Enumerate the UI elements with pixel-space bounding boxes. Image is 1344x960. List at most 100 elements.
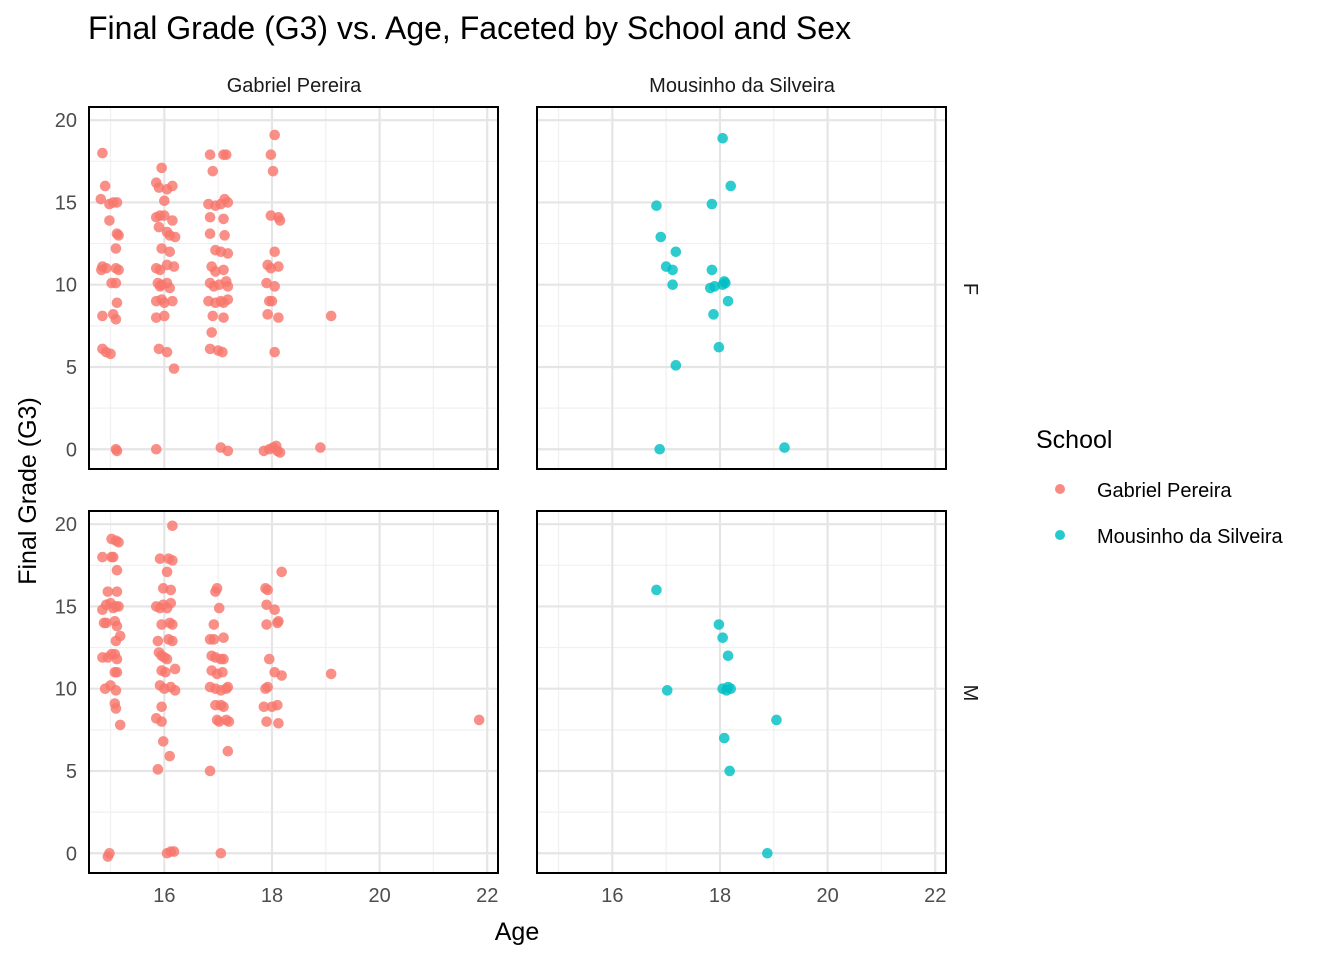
data-point <box>110 277 122 289</box>
data-point <box>156 619 167 630</box>
data-point <box>167 619 178 630</box>
data-point <box>654 443 665 455</box>
data-point <box>709 281 720 292</box>
data-point <box>261 599 272 611</box>
data-point <box>779 442 790 453</box>
data-point <box>670 360 682 371</box>
data-point <box>261 619 272 630</box>
data-point <box>165 597 177 609</box>
data-point <box>223 716 235 727</box>
data-point <box>107 551 119 563</box>
data-point <box>219 230 230 241</box>
data-point <box>217 346 228 358</box>
data-point <box>159 210 170 221</box>
data-point <box>160 666 171 678</box>
data-point <box>169 685 181 696</box>
data-point <box>113 536 124 548</box>
y-tick-label: 10 <box>55 275 77 297</box>
data-point <box>718 732 730 744</box>
data-point <box>156 243 167 254</box>
data-point <box>167 180 178 192</box>
panel-border-gabriel-f <box>88 106 499 470</box>
data-point <box>218 632 229 643</box>
data-point <box>169 231 181 243</box>
data-point <box>152 635 164 647</box>
data-point <box>105 348 116 360</box>
data-point <box>273 261 284 272</box>
data-point <box>206 327 217 338</box>
data-point <box>150 443 162 455</box>
data-point <box>156 701 167 713</box>
data-point <box>157 736 169 747</box>
data-point <box>207 310 219 322</box>
data-point <box>154 281 166 292</box>
x-tick-label: 16 <box>153 885 175 907</box>
data-point <box>110 243 122 254</box>
legend-key-mousinho <box>1055 530 1065 540</box>
data-point <box>713 341 725 353</box>
data-point <box>273 717 284 729</box>
data-point <box>159 297 170 309</box>
data-point <box>718 276 730 287</box>
y-tick-label: 20 <box>55 110 77 132</box>
data-point <box>655 231 667 243</box>
data-point <box>706 198 718 210</box>
x-tick-label: 22 <box>476 885 498 907</box>
data-point <box>276 566 287 578</box>
data-point <box>272 699 283 711</box>
data-point <box>218 701 229 713</box>
data-point <box>215 847 227 859</box>
data-point <box>156 162 167 174</box>
data-point <box>713 619 725 630</box>
legend-label-mousinho: Mousinho da Silveira <box>1097 526 1284 548</box>
data-point <box>208 634 220 645</box>
data-point <box>114 719 126 731</box>
data-point <box>167 555 178 566</box>
data-point <box>167 520 178 532</box>
data-point <box>661 685 673 696</box>
data-point <box>217 666 228 678</box>
facet-strip-row-m: M <box>959 685 981 702</box>
data-point <box>708 309 719 320</box>
data-point <box>156 716 167 727</box>
data-point <box>262 584 273 596</box>
data-point <box>110 703 122 714</box>
data-point <box>95 193 107 205</box>
chart-title: Final Grade (G3) vs. Age, Faceted by Sch… <box>88 10 851 46</box>
data-point <box>164 750 176 762</box>
panel-border-gabriel-m <box>88 510 499 874</box>
data-point <box>276 670 287 681</box>
data-point <box>274 215 286 226</box>
data-point <box>169 663 181 675</box>
data-point <box>161 653 173 665</box>
data-point <box>153 221 165 233</box>
data-point <box>100 617 112 629</box>
facet-panels: 0 5 10 15 20 0 5 10 15 20 16 18 20 22 16 18 20 22 <box>55 106 947 907</box>
data-point <box>204 765 216 777</box>
data-point <box>722 295 734 307</box>
data-point <box>111 297 123 309</box>
data-point <box>273 615 284 627</box>
legend: School Gabriel Pereira Mousinho da Silve… <box>1036 426 1284 548</box>
data-point <box>325 668 337 680</box>
data-point <box>269 246 280 258</box>
data-point <box>165 584 177 596</box>
data-point <box>762 847 773 859</box>
x-tick-label: 18 <box>709 885 731 907</box>
data-point <box>725 683 737 695</box>
data-point <box>220 149 232 161</box>
data-point <box>207 165 219 177</box>
data-point <box>110 313 122 325</box>
data-point <box>159 310 170 322</box>
data-point <box>152 764 164 775</box>
data-point <box>651 200 662 212</box>
data-point <box>111 653 123 665</box>
data-point <box>204 228 216 239</box>
data-point <box>168 363 180 374</box>
y-tick-label: 5 <box>66 357 77 379</box>
data-point <box>263 653 275 665</box>
data-point <box>161 346 173 358</box>
data-point <box>262 681 273 693</box>
data-point <box>218 264 229 276</box>
